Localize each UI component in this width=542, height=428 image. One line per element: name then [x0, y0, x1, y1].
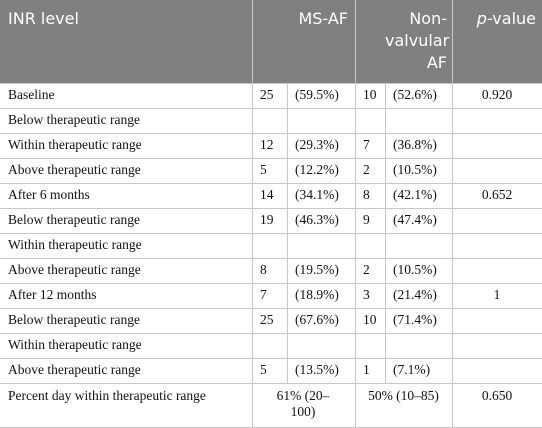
- row-label: Baseline: [8, 87, 55, 102]
- cell-nv-pct: (71.4%): [393, 312, 437, 327]
- summary-nv-af: 50% (10–85): [368, 388, 439, 403]
- cell-nv-n: 10: [363, 87, 377, 102]
- row-border: [0, 108, 542, 109]
- row-border: [0, 83, 542, 84]
- row-border: [0, 283, 542, 284]
- cell-nv-pct: (52.6%): [393, 87, 437, 102]
- summary-ms-af: 61% (20–100): [276, 388, 330, 419]
- cell-nv-n: 7: [363, 137, 370, 152]
- row-label: After 6 months: [8, 187, 90, 202]
- row-border: [0, 258, 542, 259]
- column-border: [385, 83, 386, 383]
- row-border: [0, 133, 542, 134]
- cell-ms-n: 19: [260, 212, 274, 227]
- column-border: [452, 0, 453, 428]
- column-border: [252, 0, 253, 428]
- header-p-italic: p: [476, 9, 487, 28]
- cell-ms-pct: (46.3%): [295, 212, 339, 227]
- row-border: [0, 208, 542, 209]
- cell-nv-n: 2: [363, 262, 370, 277]
- header-p-rest: -value: [486, 9, 536, 28]
- cell-ms-pct: (18.9%): [295, 287, 339, 302]
- row-label: Below therapeutic range: [8, 212, 140, 227]
- cell-ms-n: 25: [260, 312, 274, 327]
- row-label: Above therapeutic range: [8, 362, 141, 377]
- cell-nv-pct: (7.1%): [393, 362, 431, 377]
- cell-nv-pct: (10.5%): [393, 162, 437, 177]
- row-border: [0, 383, 542, 384]
- cell-p: 0.652: [481, 187, 513, 202]
- row-border: [0, 308, 542, 309]
- cell-ms-n: 8: [260, 262, 267, 277]
- row-label: Within therapeutic range: [8, 137, 142, 152]
- row-label: Within therapeutic range: [8, 337, 142, 352]
- row-label: Above therapeutic range: [8, 162, 141, 177]
- row-label: Below therapeutic range: [8, 112, 140, 127]
- header-inr-level: INR level: [8, 9, 79, 28]
- cell-ms-n: 5: [260, 362, 267, 377]
- summary-label: Percent day within therapeutic range: [8, 388, 206, 403]
- cell-ms-n: 14: [260, 187, 274, 202]
- cell-nv-n: 2: [363, 162, 370, 177]
- column-border: [355, 0, 356, 428]
- cell-p: 0.920: [481, 87, 513, 102]
- cell-nv-pct: (21.4%): [393, 287, 437, 302]
- cell-ms-pct: (67.6%): [295, 312, 339, 327]
- cell-nv-n: 9: [363, 212, 370, 227]
- cell-p: 1: [493, 287, 501, 302]
- cell-nv-n: 3: [363, 287, 370, 302]
- row-border: [0, 183, 542, 184]
- cell-ms-pct: (59.5%): [295, 87, 339, 102]
- cell-ms-pct: (12.2%): [295, 162, 339, 177]
- cell-ms-pct: (19.5%): [295, 262, 339, 277]
- row-label: Within therapeutic range: [8, 237, 142, 252]
- cell-ms-n: 12: [260, 137, 274, 152]
- row-border: [0, 333, 542, 334]
- row-border: [0, 158, 542, 159]
- summary-p: 0.650: [481, 388, 513, 403]
- cell-nv-n: 1: [363, 362, 370, 377]
- cell-nv-pct: (36.8%): [393, 137, 437, 152]
- cell-nv-pct: (10.5%): [393, 262, 437, 277]
- header-p-value: p-value: [452, 8, 536, 30]
- row-border: [0, 233, 542, 234]
- row-label: Below therapeutic range: [8, 312, 140, 327]
- column-border: [287, 83, 288, 383]
- row-label: Above therapeutic range: [8, 262, 141, 277]
- header-row: [0, 0, 542, 83]
- cell-nv-n: 8: [363, 187, 370, 202]
- cell-ms-pct: (13.5%): [295, 362, 339, 377]
- cell-nv-n: 10: [363, 312, 377, 327]
- cell-ms-n: 7: [260, 287, 267, 302]
- header-non-valvular-af: Non-valvular AF: [385, 9, 450, 72]
- cell-nv-pct: (47.4%): [393, 212, 437, 227]
- cell-ms-n: 5: [260, 162, 267, 177]
- cell-ms-n: 25: [260, 87, 274, 102]
- cell-nv-pct: (42.1%): [393, 187, 437, 202]
- row-label: After 12 months: [8, 287, 97, 302]
- cell-ms-pct: (34.1%): [295, 187, 339, 202]
- header-ms-af: MS-AF: [298, 9, 348, 28]
- cell-ms-pct: (29.3%): [295, 137, 339, 152]
- row-border: [0, 358, 542, 359]
